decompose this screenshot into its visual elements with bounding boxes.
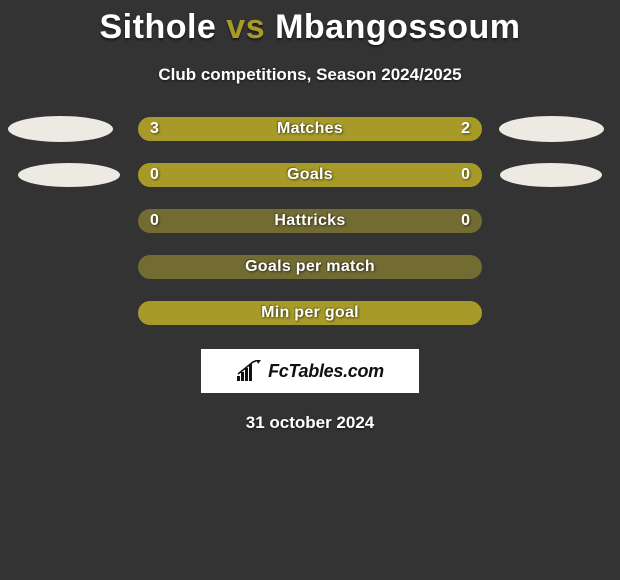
player1-name: Sithole (100, 8, 217, 46)
stat-bar: 00Hattricks (138, 209, 482, 233)
stat-row: 00Goals (0, 163, 620, 187)
stat-bar: Goals per match (138, 255, 482, 279)
stat-bar: Min per goal (138, 301, 482, 325)
stat-row: 00Hattricks (0, 209, 620, 233)
stat-bar: 32Matches (138, 117, 482, 141)
date-label: 31 october 2024 (0, 413, 620, 433)
stat-rows: 32Matches 00Goals 00Hattricks Goals per mat… (0, 117, 620, 325)
stat-label: Goals (138, 163, 482, 187)
stat-row: 32Matches (0, 117, 620, 141)
fctables-logo-icon (236, 360, 262, 382)
stat-bar: 00Goals (138, 163, 482, 187)
player2-avatar-placeholder (500, 163, 602, 187)
player2-name: Mbangossoum (275, 8, 520, 46)
stat-row: Goals per match (0, 255, 620, 279)
player1-avatar-placeholder (18, 163, 120, 187)
stat-label: Goals per match (138, 255, 482, 279)
branding-text: FcTables.com (268, 361, 384, 382)
stat-label: Hattricks (138, 209, 482, 233)
vs-label: vs (226, 8, 265, 46)
stat-label: Min per goal (138, 301, 482, 325)
stat-label: Matches (138, 117, 482, 141)
stat-row: Min per goal (0, 301, 620, 325)
page-title: Sithole vs Mbangossoum (0, 8, 620, 47)
branding-badge[interactable]: FcTables.com (201, 349, 419, 393)
player2-avatar-placeholder (499, 116, 604, 142)
player1-avatar-placeholder (8, 116, 113, 142)
stats-panel: Sithole vs Mbangossoum Club competitions… (0, 0, 620, 433)
subtitle: Club competitions, Season 2024/2025 (0, 65, 620, 85)
